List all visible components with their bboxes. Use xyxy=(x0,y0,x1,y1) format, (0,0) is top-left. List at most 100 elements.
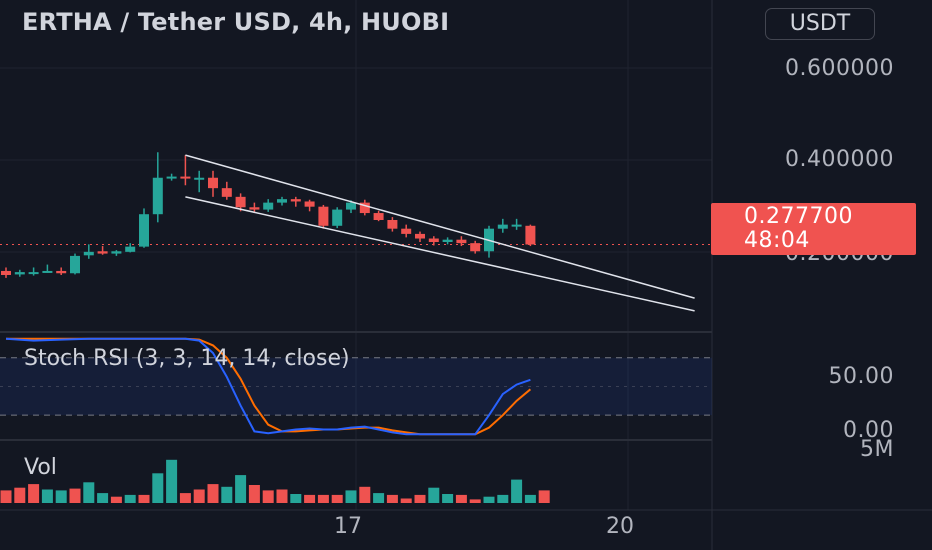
candle[interactable] xyxy=(511,218,522,230)
candle[interactable] xyxy=(56,267,67,275)
candle[interactable] xyxy=(14,269,25,277)
candle[interactable] xyxy=(208,170,218,197)
volume-bar[interactable] xyxy=(248,485,260,503)
candle[interactable] xyxy=(332,207,343,229)
trendline-upper[interactable] xyxy=(185,154,695,299)
candle-body xyxy=(387,220,398,229)
candle[interactable] xyxy=(83,244,94,259)
candle[interactable] xyxy=(221,181,232,200)
volume-bar[interactable] xyxy=(276,489,288,504)
volume-bar[interactable] xyxy=(179,493,191,503)
volume-bar[interactable] xyxy=(0,490,12,503)
candle[interactable] xyxy=(373,210,384,222)
candle[interactable] xyxy=(28,267,39,276)
volume-bar[interactable] xyxy=(497,494,509,503)
volume-bar[interactable] xyxy=(193,489,205,504)
candle-body xyxy=(373,213,384,220)
volume-bar[interactable] xyxy=(483,496,495,503)
volume-bar[interactable] xyxy=(317,494,329,503)
candle-body xyxy=(221,188,232,197)
volume-bar[interactable] xyxy=(166,459,178,503)
stoch-rsi-pane[interactable] xyxy=(0,337,712,436)
candle[interactable] xyxy=(152,152,163,223)
candle[interactable] xyxy=(387,217,398,232)
volume-bar[interactable] xyxy=(455,494,467,503)
volume-bar[interactable] xyxy=(345,490,357,503)
candle[interactable] xyxy=(263,199,274,212)
volume-pane[interactable] xyxy=(0,459,550,504)
candle-body xyxy=(415,233,425,239)
volume-bar[interactable] xyxy=(400,498,412,504)
candle[interactable] xyxy=(470,240,481,254)
candle[interactable] xyxy=(428,236,439,246)
volume-bar[interactable] xyxy=(359,486,371,503)
volume-bar[interactable] xyxy=(235,475,247,503)
volume-bar[interactable] xyxy=(138,494,150,503)
volume-bar[interactable] xyxy=(290,494,302,503)
candle[interactable] xyxy=(415,231,425,242)
candle[interactable] xyxy=(277,196,287,206)
last-price-tag: 0.277700 48:04 xyxy=(711,203,916,255)
candle[interactable] xyxy=(497,218,508,233)
candle[interactable] xyxy=(290,196,301,207)
candle[interactable] xyxy=(194,170,205,193)
candle[interactable] xyxy=(111,250,122,256)
volume-bar[interactable] xyxy=(83,482,95,503)
candle-body xyxy=(497,224,508,229)
candle[interactable] xyxy=(525,224,536,247)
volume-bar[interactable] xyxy=(428,487,440,503)
candle[interactable] xyxy=(401,224,412,238)
candle[interactable] xyxy=(318,204,329,229)
volume-bar[interactable] xyxy=(41,489,53,504)
volume-bar[interactable] xyxy=(511,479,523,503)
volume-bar[interactable] xyxy=(55,490,67,503)
time-axis-label: 20 xyxy=(606,514,634,539)
volume-bar[interactable] xyxy=(124,494,136,503)
volume-bar[interactable] xyxy=(207,484,219,503)
currency-button[interactable]: USDT xyxy=(765,8,875,40)
volume-bar[interactable] xyxy=(524,494,536,503)
volume-bar[interactable] xyxy=(28,484,40,503)
volume-legend-label[interactable]: Vol xyxy=(24,455,57,480)
indicator-axis-label: 50.00 xyxy=(828,364,894,389)
volume-bar[interactable] xyxy=(14,487,26,503)
volume-bar[interactable] xyxy=(386,494,398,503)
indicator-legend-label[interactable]: Stoch RSI (3, 3, 14, 14, close) xyxy=(24,346,350,371)
trendline-layer[interactable] xyxy=(185,154,695,312)
candle[interactable] xyxy=(180,155,191,186)
candle[interactable] xyxy=(1,267,11,278)
volume-bar[interactable] xyxy=(538,490,550,503)
candle[interactable] xyxy=(442,237,453,245)
volume-bar[interactable] xyxy=(110,496,122,503)
volume-bar[interactable] xyxy=(414,494,426,503)
candle[interactable] xyxy=(249,202,260,214)
stoch-line-K[interactable] xyxy=(5,337,531,436)
volume-axis-label: 5M xyxy=(860,437,894,462)
volume-bar[interactable] xyxy=(442,494,454,503)
volume-bar[interactable] xyxy=(97,493,109,503)
volume-bar[interactable] xyxy=(373,493,385,503)
volume-bar[interactable] xyxy=(152,473,164,503)
candle[interactable] xyxy=(235,193,246,212)
volume-bar[interactable] xyxy=(262,490,274,503)
volume-bar[interactable] xyxy=(469,499,481,503)
candle[interactable] xyxy=(304,199,315,212)
volume-bar[interactable] xyxy=(304,494,316,503)
candle[interactable] xyxy=(166,173,177,181)
candle-body xyxy=(28,272,39,275)
symbol-title: ERTHA / Tether USD, 4h, HUOBI xyxy=(22,8,450,36)
candle[interactable] xyxy=(359,199,370,216)
candle[interactable] xyxy=(97,246,108,255)
volume-bar[interactable] xyxy=(331,494,343,503)
candle-body xyxy=(180,176,191,179)
candle[interactable] xyxy=(125,243,136,253)
candle[interactable] xyxy=(70,253,80,275)
candle[interactable] xyxy=(456,236,467,247)
candle[interactable] xyxy=(42,264,53,273)
volume-bar[interactable] xyxy=(221,486,233,503)
trendline-lower[interactable] xyxy=(185,196,695,312)
volume-bar[interactable] xyxy=(69,488,81,503)
candle[interactable] xyxy=(139,208,149,248)
price-pane[interactable] xyxy=(0,152,712,278)
